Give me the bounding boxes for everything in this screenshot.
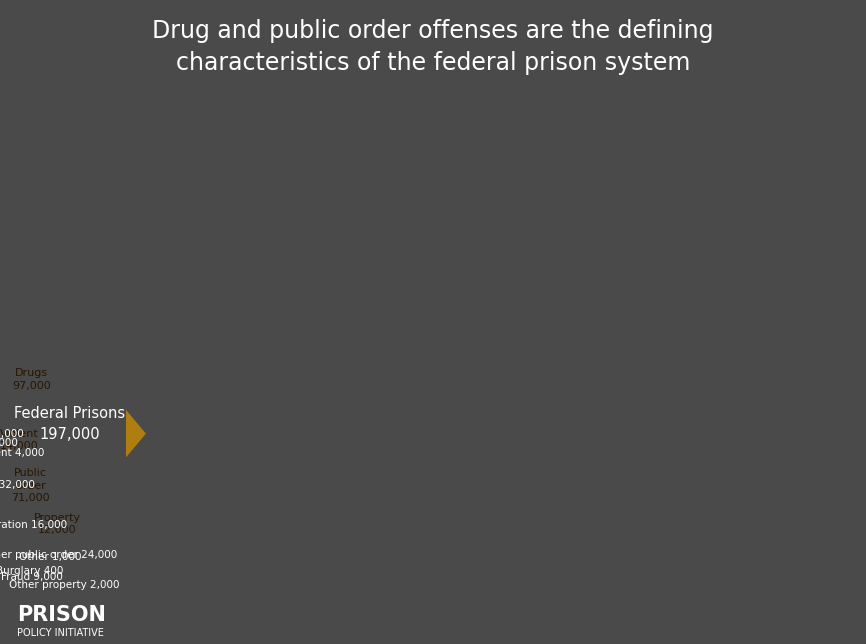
Text: Robbery 7,000: Robbery 7,000	[0, 438, 18, 448]
Text: Drugs
97,000: Drugs 97,000	[12, 368, 51, 390]
Text: Weapons 32,000: Weapons 32,000	[0, 480, 36, 489]
Text: Fraud 9,000: Fraud 9,000	[2, 573, 63, 582]
Text: PRISON: PRISON	[17, 605, 107, 625]
Wedge shape	[0, 450, 7, 509]
Text: Property
12,000: Property 12,000	[34, 513, 81, 535]
Text: Violent
14,000: Violent 14,000	[0, 429, 39, 451]
Text: POLICY INITIATIVE: POLICY INITIATIVE	[17, 627, 104, 638]
Wedge shape	[11, 544, 46, 582]
Text: Other 1,000: Other 1,000	[19, 552, 81, 562]
Text: Other public order 24,000: Other public order 24,000	[0, 550, 118, 560]
Text: Public
Order
71,000: Public Order 71,000	[11, 468, 50, 504]
Text: Homicide 3,000: Homicide 3,000	[0, 429, 23, 439]
Wedge shape	[0, 535, 43, 579]
Wedge shape	[0, 445, 70, 535]
Wedge shape	[0, 431, 43, 450]
Wedge shape	[0, 511, 35, 567]
Text: Other violent 4,000: Other violent 4,000	[0, 448, 44, 458]
Text: Burglary 400: Burglary 400	[0, 566, 63, 576]
Text: Federal Prisons
197,000: Federal Prisons 197,000	[14, 406, 125, 442]
Wedge shape	[35, 503, 78, 546]
Wedge shape	[46, 511, 80, 549]
Text: Drug and public order offenses are the defining
characteristics of the federal p: Drug and public order offenses are the d…	[152, 19, 714, 75]
Text: Other property 2,000: Other property 2,000	[9, 580, 120, 590]
Text: Immigration 16,000: Immigration 16,000	[0, 520, 67, 530]
Wedge shape	[0, 535, 36, 567]
Wedge shape	[0, 318, 80, 432]
Wedge shape	[0, 491, 16, 535]
Wedge shape	[43, 355, 146, 513]
